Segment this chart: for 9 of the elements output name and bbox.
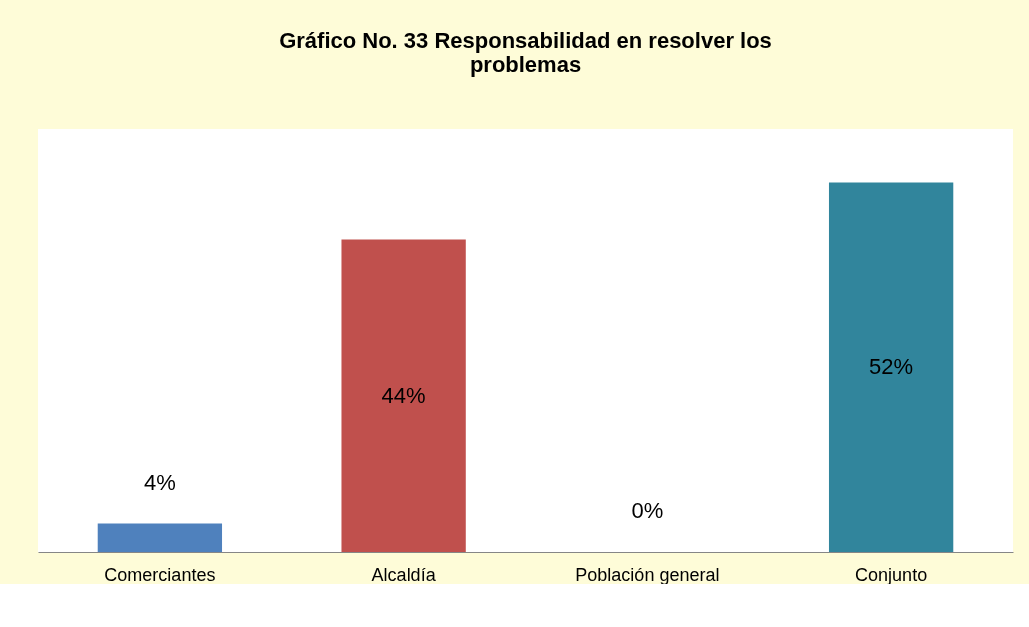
chart-title: Gráfico No. 33 Responsabilidad en resolver los problemas (279, 28, 772, 77)
x-tick-label: Alcaldía (371, 564, 437, 585)
data-label: 44% (381, 382, 426, 408)
data-label: 4% (143, 469, 176, 495)
data-label: 52% (869, 354, 914, 380)
x-tick-label: Población general (575, 564, 720, 585)
x-tick-label: Comerciantes (104, 564, 216, 585)
data-label: 0% (631, 498, 664, 524)
x-tick-label: Conjunto (855, 564, 928, 585)
